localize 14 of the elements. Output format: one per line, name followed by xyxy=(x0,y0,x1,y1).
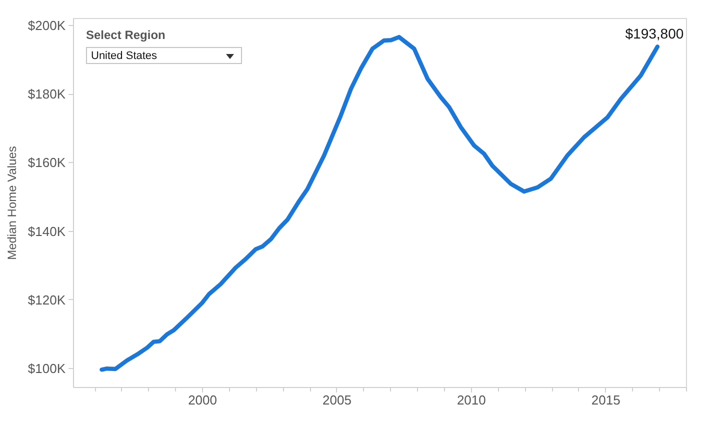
annotation: Select Region xyxy=(86,28,166,42)
annotation: United States xyxy=(91,50,158,63)
x-tick-label: 2000 xyxy=(188,392,218,408)
y-tick-label: $120K xyxy=(28,292,66,308)
x-tick-label: 2015 xyxy=(591,392,620,408)
y-tick-label: $180K xyxy=(28,86,66,102)
y-tick-label: $200K xyxy=(28,18,66,33)
y-tick-label: $100K xyxy=(28,361,66,376)
y-tick-label: $140K xyxy=(28,224,66,239)
x-tick-label: 2005 xyxy=(322,392,352,408)
data-label: $193,800 xyxy=(625,26,684,42)
y-tick-label: $160K xyxy=(28,155,66,170)
y-axis-title: Median Home Values xyxy=(4,146,19,260)
x-tick-label: 2010 xyxy=(456,392,486,408)
